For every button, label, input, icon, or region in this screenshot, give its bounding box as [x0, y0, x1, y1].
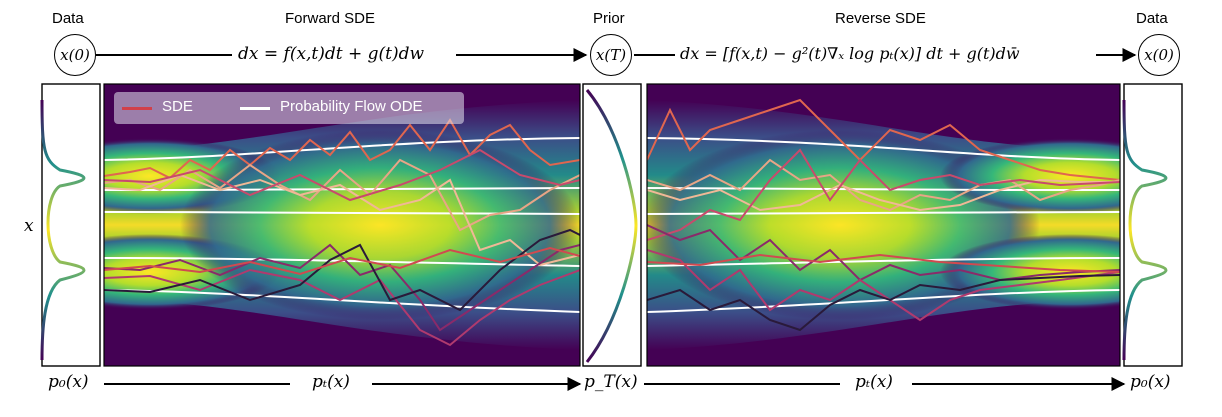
bottom-pT: p_T(x): [584, 372, 638, 392]
legend-sde-swatch: [122, 107, 152, 110]
bottom-pt-forward: pₜ(x): [312, 372, 350, 392]
data-label-right: Data: [1136, 10, 1168, 27]
legend: SDE Probability Flow ODE: [114, 92, 464, 124]
node-x0-left: x(0): [54, 34, 96, 76]
legend-ode-swatch: [240, 107, 270, 110]
forward-sde-label: Forward SDE: [285, 10, 376, 27]
bottom-pt-reverse: pₜ(x): [855, 372, 893, 392]
data-pdf-box-right: [1123, 83, 1183, 367]
reverse-panel: [647, 84, 1120, 366]
node-xT: x(T): [590, 34, 632, 76]
data-pdf-curve-right: [1122, 99, 1168, 361]
prior-pdf-curve: [585, 89, 638, 363]
node-x0-right: x(0): [1138, 34, 1180, 76]
prior-label: Prior: [593, 10, 625, 27]
reverse-equation: dx = [f(x,t) − g²(t)∇ₓ log pₜ(x)] dt + g…: [680, 44, 1020, 63]
forward-panel: [104, 84, 580, 366]
reverse-sde-label: Reverse SDE: [835, 10, 926, 27]
data-label-left: Data: [52, 10, 84, 27]
legend-ode-label: Probability Flow ODE: [280, 98, 423, 115]
data-pdf-box-left: [41, 83, 101, 367]
prior-pdf-box: [582, 83, 642, 367]
axis-x-label: x: [24, 216, 34, 236]
forward-equation: dx = f(x,t)dt + g(t)dw: [238, 44, 425, 64]
data-pdf-curve-left: [40, 99, 86, 361]
bottom-p0-left: p₀(x): [48, 372, 89, 392]
bottom-p0-right: p₀(x): [1130, 372, 1171, 392]
legend-sde-label: SDE: [162, 98, 193, 115]
